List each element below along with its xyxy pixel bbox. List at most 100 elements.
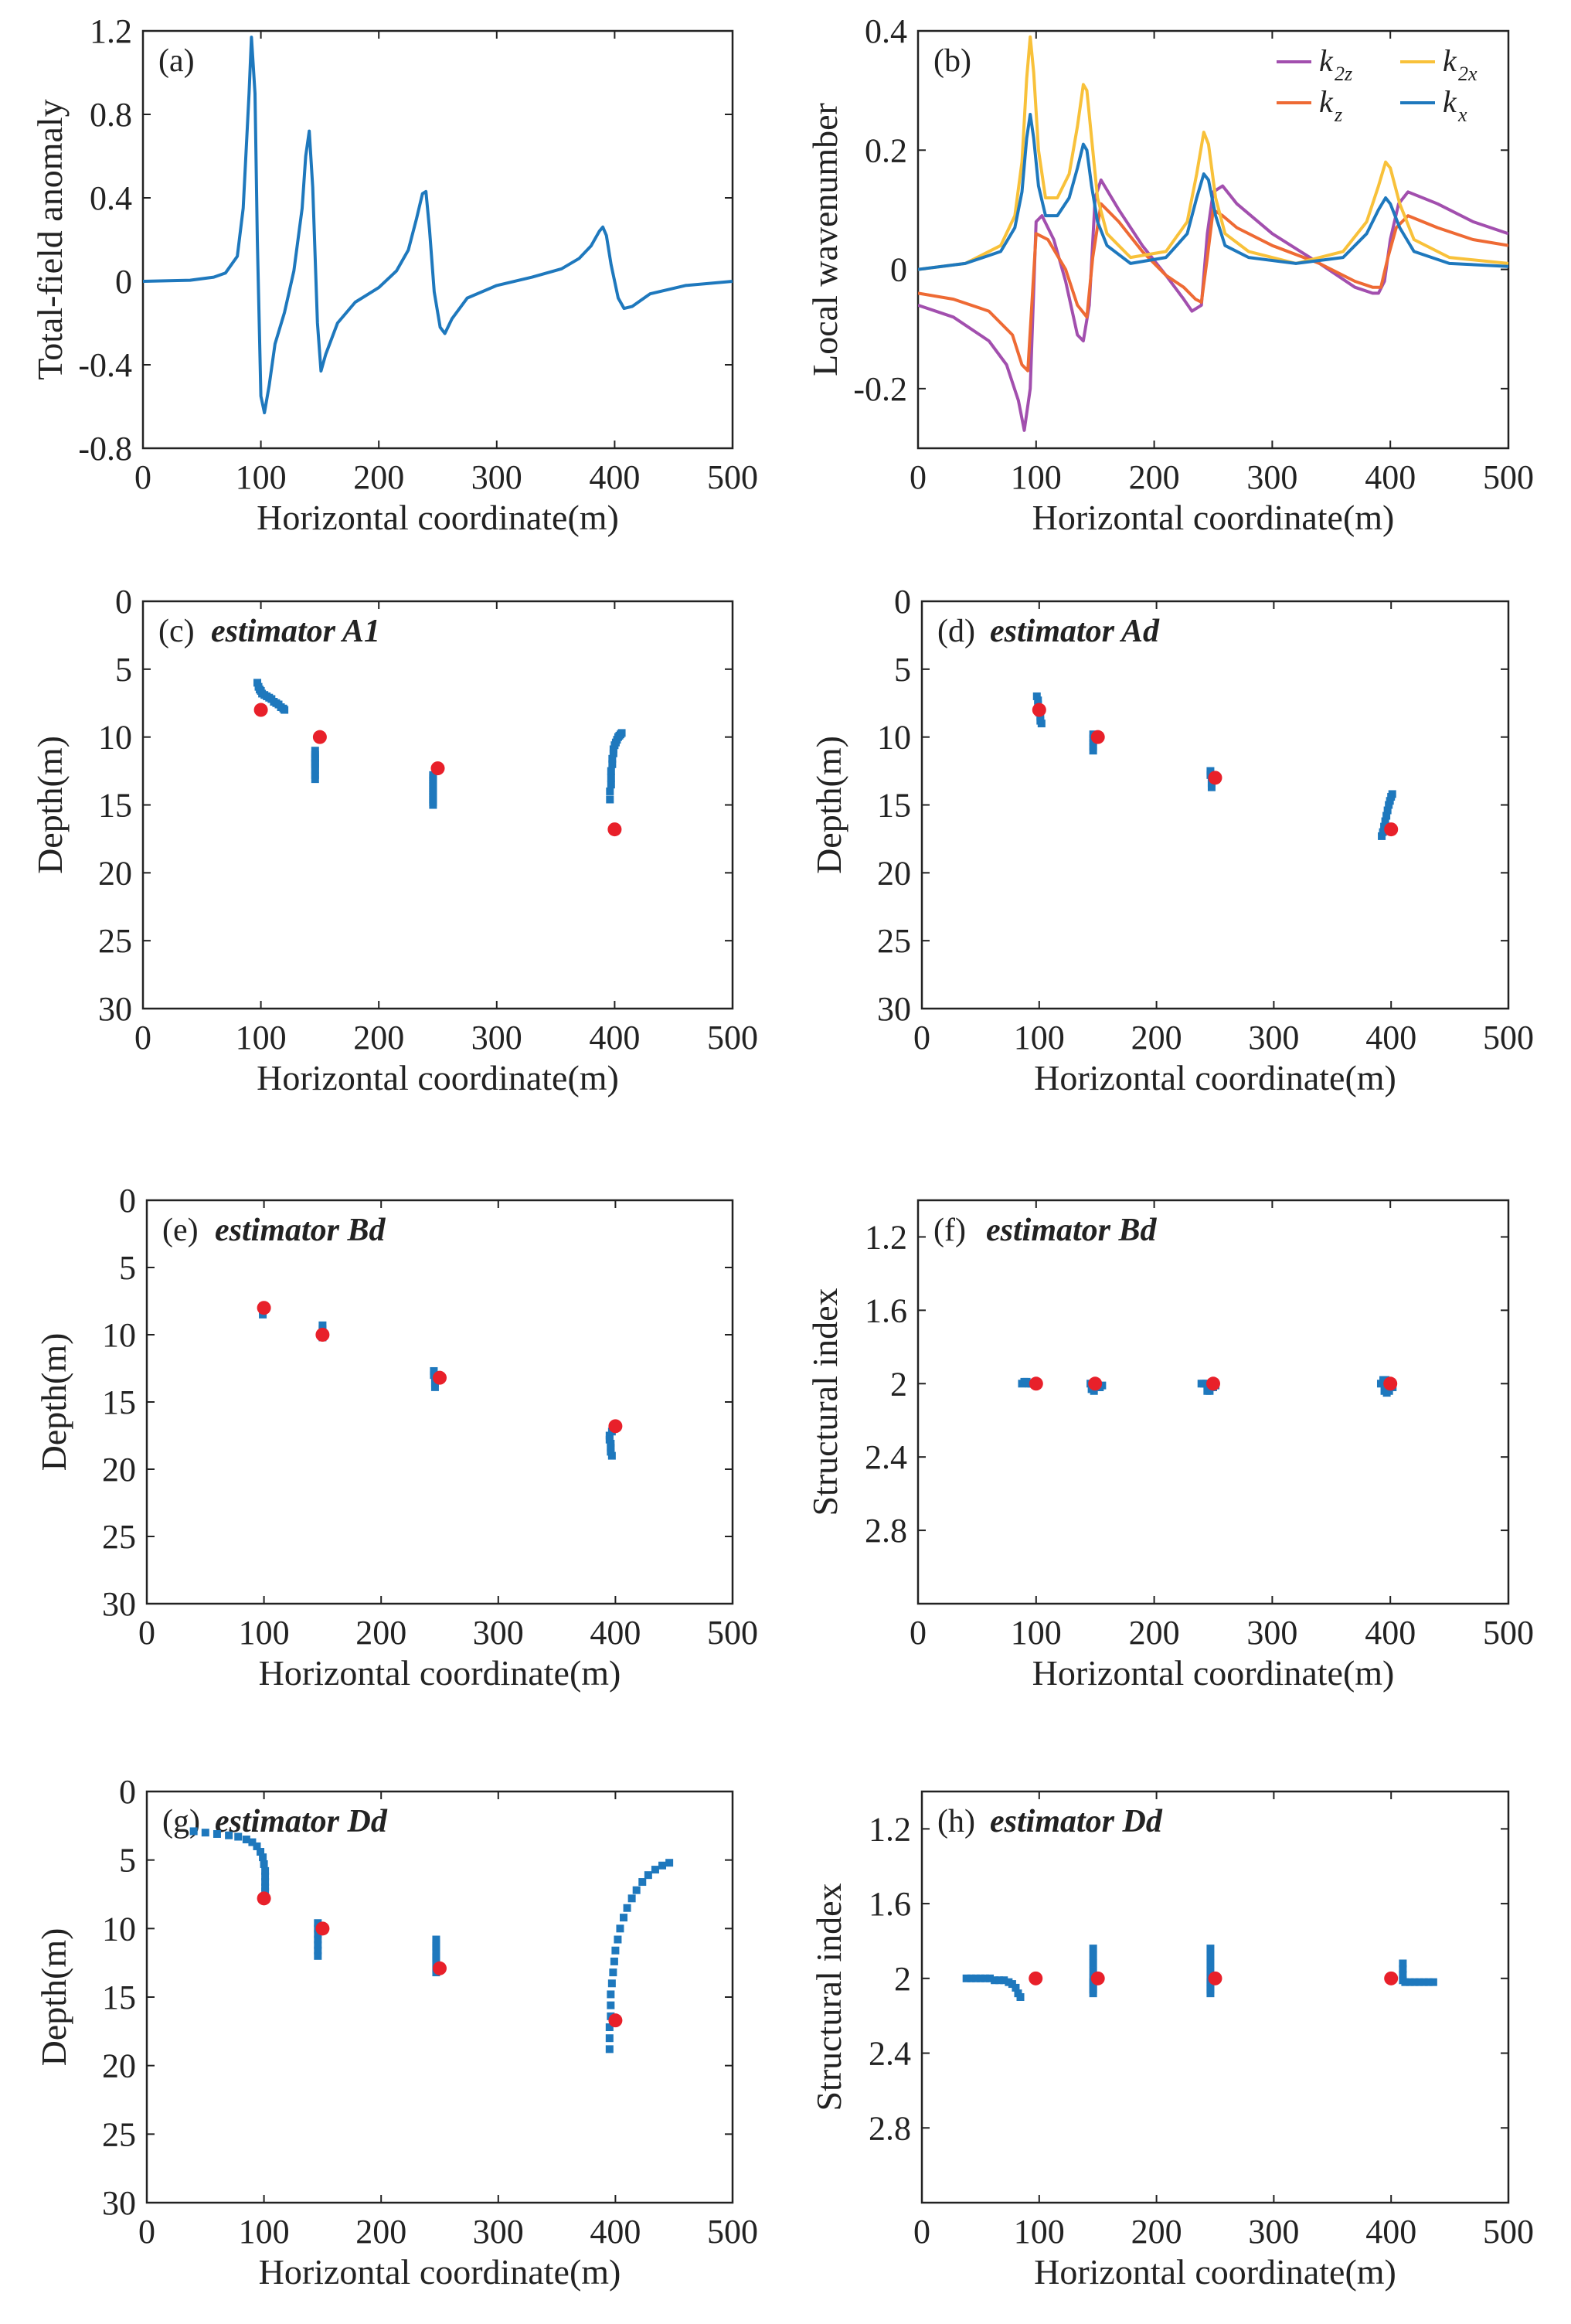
y-tick-label: 0.4: [90, 179, 132, 217]
x-tick-label: 500: [1483, 1614, 1534, 1652]
estimator-label: estimator Dd: [990, 1804, 1163, 1839]
x-tick-label: 100: [1014, 2213, 1065, 2251]
x-tick-label: 100: [1011, 1614, 1062, 1652]
y-axis-title: Total-field anomaly: [30, 99, 70, 379]
estimate-point: [318, 1321, 327, 1329]
x-tick-label: 500: [707, 458, 758, 496]
x-tick-label: 100: [1011, 458, 1062, 496]
y-tick-label: 20: [102, 2047, 136, 2085]
estimate-point: [607, 1979, 616, 1988]
estimate-point: [225, 1831, 233, 1839]
estimate-point: [1205, 1387, 1214, 1395]
x-tick-label: 500: [707, 2213, 758, 2251]
legend-subscript-k2x: 2x: [1458, 63, 1477, 85]
estimate-point: [1406, 1978, 1414, 1986]
estimate-point: [1386, 797, 1394, 805]
x-tick-label: 400: [1365, 1019, 1416, 1057]
x-axis-title: Horizontal coordinate(m): [1034, 1058, 1396, 1097]
y-tick-label: 10: [98, 719, 132, 757]
estimate-point: [605, 1431, 614, 1440]
y-tick-label: 5: [119, 1249, 136, 1287]
estimate-point: [314, 1919, 322, 1928]
x-tick-label: 200: [1129, 458, 1180, 496]
plot-area: [253, 679, 626, 837]
estimate-point: [311, 747, 319, 755]
estimate-point: [311, 760, 319, 768]
estimate-point: [971, 1974, 980, 1982]
estimator-label: estimator A1: [211, 614, 380, 649]
estimate-point: [606, 795, 614, 804]
estimate-point: [607, 1439, 615, 1448]
estimate-point: [281, 706, 289, 714]
estimate-point: [1378, 832, 1386, 840]
y-tick-label: 0: [115, 263, 132, 301]
x-tick-label: 500: [1483, 2213, 1534, 2251]
estimate-point: [1089, 1951, 1097, 1960]
x-tick-label: 300: [471, 458, 522, 496]
series-line-kz: [918, 202, 1508, 373]
estimate-point: [1399, 1970, 1407, 1979]
estimate-point: [605, 1435, 614, 1444]
y-tick-label: 10: [102, 1910, 136, 1948]
x-tick-label: 0: [138, 2213, 155, 2251]
panel-h: 0 100 200 300 400 500 1.2 1.6 2 2.4 2.8 Horizontal …: [809, 1790, 1534, 2292]
x-tick-label: 0: [910, 1614, 927, 1652]
x-axis-title: Horizontal coordinate(m): [1032, 1653, 1395, 1693]
panel-d: 0 100 200 300 400 500 0 5 10 15 20 25 30 Horizontal c…: [809, 583, 1534, 1097]
estimate-point: [1012, 1983, 1020, 1992]
estimate-point: [607, 767, 615, 775]
estimate-point: [259, 1853, 267, 1862]
x-tick-label: 200: [353, 1019, 404, 1057]
estimate-point: [1382, 812, 1391, 820]
x-axis-title: Horizontal coordinate(m): [257, 498, 619, 537]
y-tick-label: 25: [877, 922, 911, 960]
y-tick-label: 30: [102, 2184, 136, 2222]
x-axis-title: Horizontal coordinate(m): [259, 2252, 621, 2292]
estimate-point: [651, 1866, 659, 1874]
estimate-point: [1089, 1945, 1097, 1953]
axes-frame: [141, 29, 734, 450]
x-tick-label: 400: [590, 1614, 641, 1652]
x-tick-label: 300: [473, 1614, 524, 1652]
estimate-point: [609, 1968, 617, 1977]
y-tick-label: 0: [115, 583, 132, 621]
true-source-point: [433, 1370, 447, 1385]
true-source-point: [1090, 730, 1105, 744]
estimate-point: [607, 1451, 616, 1460]
plot-area: [189, 1827, 674, 2053]
x-tick-label: 100: [236, 458, 287, 496]
y-tick-label: 0: [119, 1773, 136, 1811]
x-tick-label: 100: [239, 2213, 290, 2251]
y-tick-label: 15: [102, 1383, 136, 1421]
panel-e: 0 100 200 300 400 500 0 5 10 15 20 25 30 Horizontal c…: [34, 1182, 758, 1693]
y-tick-label: 20: [98, 854, 132, 892]
y-tick-label: 1.2: [90, 12, 132, 50]
estimate-point: [1098, 1381, 1107, 1390]
panel-c: 0 100 200 300 400 500 0 5 10 15 20 25 30 Horizontal c…: [30, 583, 758, 1097]
panel-label: (h): [937, 1804, 975, 1839]
estimate-point: [430, 1383, 439, 1391]
estimate-point: [1410, 1978, 1419, 1986]
y-axis-title: Structural index: [805, 1288, 845, 1516]
y-tick-label: 2.8: [865, 1512, 907, 1550]
panel-a: 0 100 200 300 400 500 1.2 0.8 0.4 0 -0.4 -0.8 Horizo…: [30, 12, 758, 537]
estimate-point: [261, 1872, 270, 1880]
y-tick-label: 10: [877, 719, 911, 757]
estimate-point: [638, 1878, 647, 1887]
x-tick-label: 200: [355, 1614, 406, 1652]
x-tick-label: 300: [473, 2213, 524, 2251]
x-axis-title: Horizontal coordinate(m): [1034, 2252, 1396, 2292]
y-axis-title: Depth(m): [30, 736, 70, 874]
estimate-point: [607, 2001, 615, 2009]
y-axis-title: Depth(m): [809, 736, 848, 874]
x-tick-label: 0: [134, 458, 151, 496]
y-tick-label: 10: [102, 1316, 136, 1354]
estimate-point: [608, 760, 617, 768]
estimate-point: [623, 1904, 631, 1912]
estimate-point: [1415, 1978, 1423, 1986]
estimate-point: [1385, 1387, 1393, 1395]
y-tick-label: 2: [890, 1365, 907, 1403]
axes-frame: [916, 29, 1510, 450]
y-tick-label: 1.6: [869, 1885, 911, 1923]
